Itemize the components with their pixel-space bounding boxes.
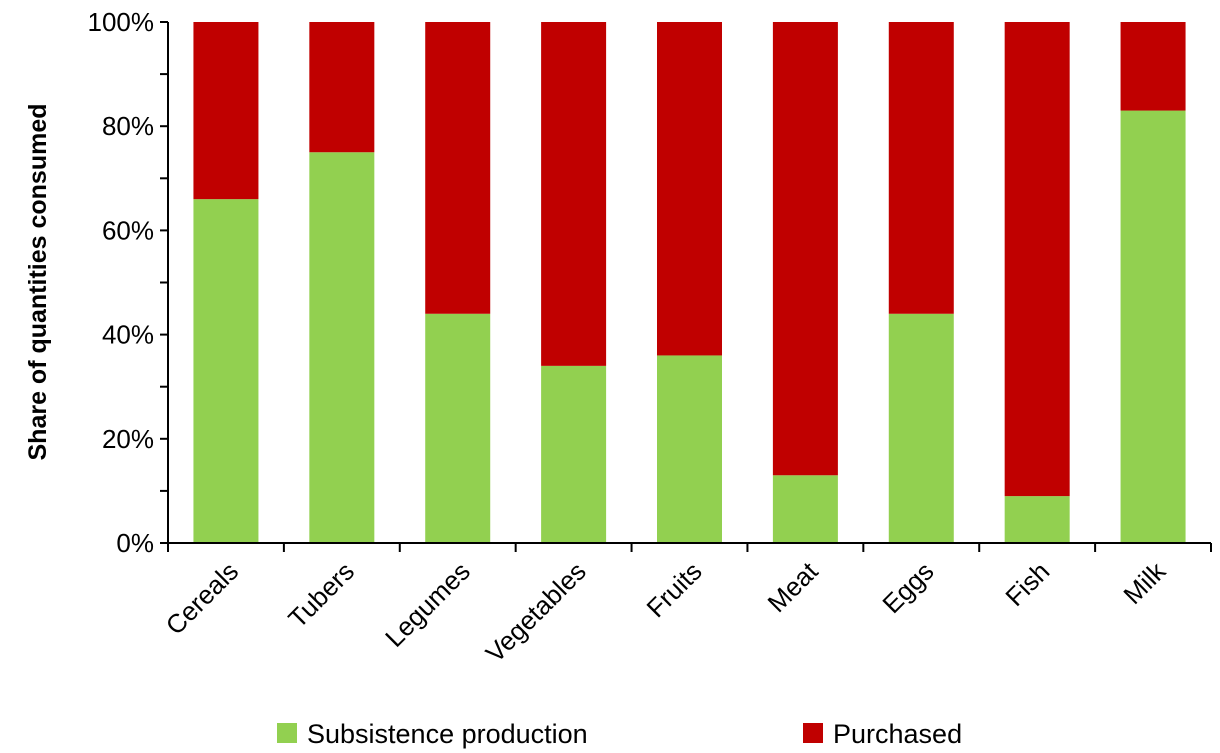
bar-vegetables-purchased [541, 22, 607, 366]
bar-tubers-purchased [309, 22, 375, 153]
x-tick-label-vegetables: Vegetables [480, 556, 592, 668]
y-tick-label: 0% [116, 528, 154, 558]
x-tick-label-legumes: Legumes [379, 556, 476, 653]
x-tick-label-milk: Milk [1117, 555, 1172, 610]
legend-label-purchased: Purchased [833, 719, 962, 749]
bar-meat-subsistence [772, 475, 838, 543]
legend-label-subsistence: Subsistence production [307, 719, 588, 749]
x-tick-label-tubers: Tubers [282, 556, 360, 634]
bar-cereals-purchased [193, 22, 259, 200]
y-tick-label: 80% [102, 111, 154, 141]
bar-cereals-subsistence [193, 199, 259, 543]
bar-eggs-subsistence [888, 313, 954, 543]
y-tick-label: 60% [102, 215, 154, 245]
y-tick-label: 40% [102, 320, 154, 350]
x-tick-label-fruits: Fruits [641, 556, 708, 623]
bar-vegetables-subsistence [541, 365, 607, 543]
x-tick-label-eggs: Eggs [876, 556, 939, 619]
bar-tubers-subsistence [309, 152, 375, 543]
x-tick-label-meat: Meat [762, 555, 825, 618]
legend-swatch-purchased [803, 723, 823, 743]
bar-fish-subsistence [1004, 496, 1070, 543]
bar-fish-purchased [1004, 22, 1070, 497]
bar-legumes-purchased [425, 22, 491, 314]
legend: Subsistence production Purchased [277, 719, 962, 749]
y-tick-label: 20% [102, 424, 154, 454]
bar-meat-purchased [772, 22, 838, 476]
bar-eggs-purchased [888, 22, 954, 314]
x-tick-label-fish: Fish [999, 556, 1055, 612]
y-axis-label: Share of quantities consumed [24, 103, 52, 460]
legend-swatch-subsistence [277, 723, 297, 743]
bar-milk-subsistence [1120, 110, 1186, 543]
bar-fruits-purchased [657, 22, 722, 356]
bars-group [193, 22, 1186, 543]
x-tick-label-cereals: Cereals [160, 556, 245, 641]
bar-fruits-subsistence [657, 355, 722, 543]
y-tick-label: 100% [88, 7, 155, 37]
bar-legumes-subsistence [425, 313, 491, 543]
bar-milk-purchased [1120, 22, 1186, 111]
